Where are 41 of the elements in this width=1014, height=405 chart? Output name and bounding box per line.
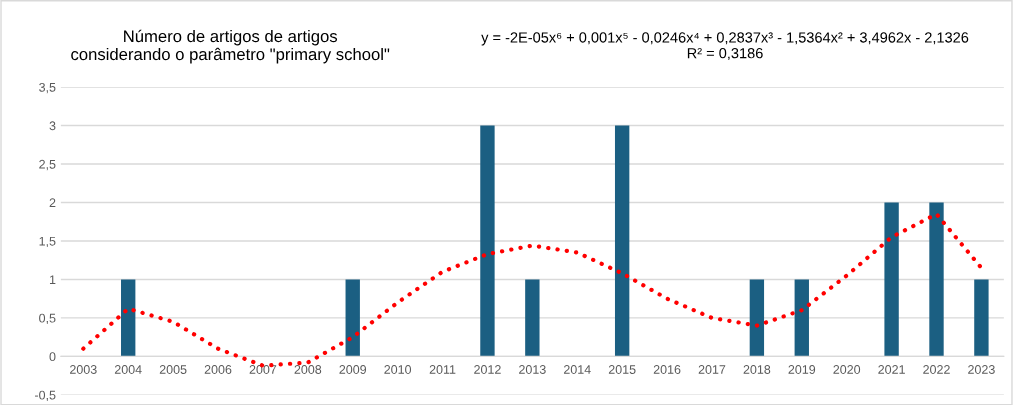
chart-title: Número de artigos de artigos considerando o parâmetro "primary school"	[71, 29, 390, 64]
x-tick-label: 2008	[294, 365, 322, 374]
x-tick-label: 2019	[788, 365, 816, 374]
y-tick-label: 0	[49, 352, 56, 362]
x-tick-label: 2011	[429, 365, 456, 374]
bar	[121, 279, 136, 357]
y-tick-label: 3,5	[39, 82, 56, 94]
x-tick-label: 2006	[204, 365, 232, 374]
bar	[480, 125, 495, 357]
y-tick-label: 3	[49, 121, 56, 131]
y-tick-label: 2,5	[39, 159, 56, 171]
x-tick-label: 2009	[339, 365, 367, 374]
bar	[884, 202, 899, 357]
x-tick-label: 2021	[878, 365, 905, 374]
x-tick-label: 2017	[698, 365, 726, 374]
bar	[929, 202, 944, 357]
x-tick-label: 2015	[608, 365, 636, 374]
bar	[525, 279, 540, 357]
y-tick-label: 2	[49, 198, 56, 208]
x-tick-label: 2020	[833, 365, 861, 374]
x-tick-label: 2023	[968, 365, 995, 374]
bar	[614, 125, 630, 357]
y-tick-label: 1,5	[39, 236, 56, 248]
x-tick-label: 2003	[70, 365, 97, 374]
x-tick-label: 2010	[384, 365, 412, 374]
x-tick-label: 2016	[653, 365, 681, 374]
y-tick-label: 1	[49, 275, 56, 284]
x-tick-label: 2014	[563, 365, 591, 374]
x-tick-label: 2022	[923, 365, 950, 374]
bar	[345, 279, 360, 357]
bar	[749, 279, 765, 357]
x-tick-label: 2005	[159, 365, 187, 374]
bar	[794, 279, 809, 357]
y-tick-label: 0,5	[39, 313, 56, 325]
text: y = -2E-05x⁶ + 0,001x⁵ - 0,0246x⁴ + 0,2837x³ - 1,5364x² + 3,4962x - 2,1326 R² = 0,3186	[481, 32, 969, 61]
x-tick-label: 2013	[519, 365, 546, 374]
x-tick-label: 2018	[743, 365, 771, 374]
y-tick-label: -0,5	[35, 390, 56, 401]
x-tick-label: 2012	[474, 365, 501, 374]
x-tick-label: 2004	[114, 365, 142, 374]
bar	[974, 279, 989, 357]
